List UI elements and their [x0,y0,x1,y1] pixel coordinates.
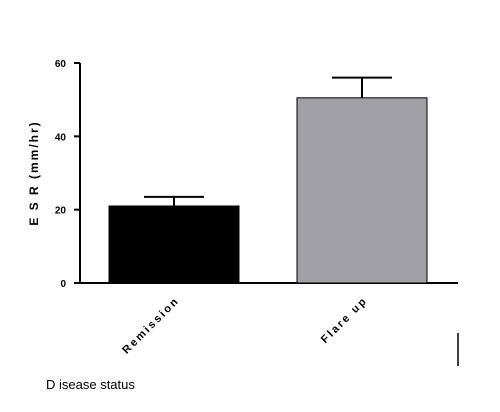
bars [108,97,428,284]
y-tick-label: 60 [55,59,67,70]
y-tick-label: 20 [55,206,67,217]
y-axis-label: E S R (mm/hr) [27,120,41,225]
bar [296,97,428,284]
y-tick-label: 0 [60,279,66,290]
category-label: Remission [120,295,182,357]
error-bars [144,76,392,206]
y-tick-label: 40 [55,132,67,143]
category-label: Flare up [319,295,370,346]
y-ticks: 0 20 40 60 [55,59,80,290]
x-axis-label: D isease status [46,377,135,392]
bar [108,205,240,284]
category-labels: Remission Flare up [120,295,370,357]
